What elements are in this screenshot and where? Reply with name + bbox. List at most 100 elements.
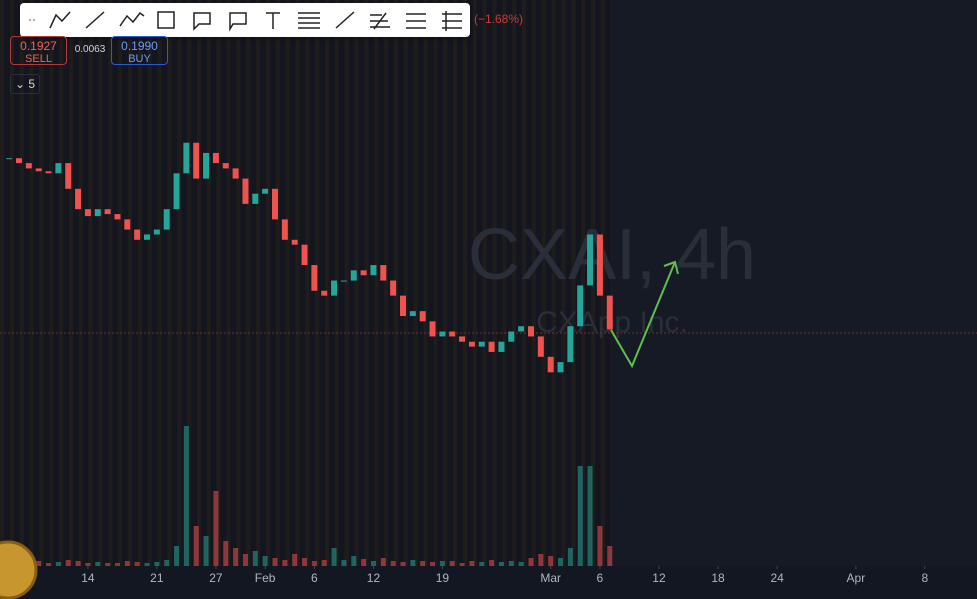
interval-selector[interactable]: ⌄ 5 bbox=[10, 74, 40, 94]
buy-button[interactable]: 0.1990 BUY bbox=[111, 36, 168, 65]
volume-bar bbox=[114, 563, 120, 566]
candle-body bbox=[55, 163, 62, 174]
candle-body bbox=[124, 219, 131, 230]
candle-body bbox=[567, 326, 574, 363]
x-tick-label: 6 bbox=[597, 571, 604, 585]
sell-label: SELL bbox=[25, 53, 52, 65]
candle-body bbox=[65, 163, 72, 189]
volume-bar bbox=[449, 561, 455, 566]
candle-body bbox=[281, 219, 288, 240]
x-tick-label: 12 bbox=[652, 571, 666, 585]
candle-body bbox=[6, 158, 13, 160]
candle-body bbox=[311, 265, 318, 291]
volume-bar bbox=[361, 559, 367, 566]
candle-body bbox=[252, 193, 259, 204]
candle-body bbox=[173, 173, 180, 210]
candle-body bbox=[399, 295, 406, 317]
tool-ray[interactable] bbox=[335, 11, 355, 29]
tool-channel[interactable] bbox=[370, 12, 390, 30]
candle-body bbox=[508, 331, 515, 342]
candle-body bbox=[25, 163, 32, 169]
candle-body bbox=[547, 356, 554, 373]
candle-body bbox=[94, 209, 101, 217]
x-tick-label: 12 bbox=[367, 571, 381, 585]
volume-bar bbox=[272, 558, 278, 566]
volume-bar bbox=[174, 546, 180, 566]
volume-bar bbox=[597, 526, 603, 566]
volume-bar bbox=[410, 560, 416, 566]
tool-ranges[interactable] bbox=[442, 11, 462, 31]
candle-body bbox=[84, 209, 91, 217]
volume-bar bbox=[439, 561, 445, 566]
volume-bar bbox=[183, 426, 189, 566]
x-tick-label: Apr bbox=[847, 571, 866, 585]
candle-body bbox=[409, 311, 416, 317]
candle-body bbox=[163, 209, 170, 230]
candle-body bbox=[134, 229, 141, 240]
candle-body bbox=[262, 188, 269, 194]
candle-body bbox=[301, 244, 308, 266]
tool-line[interactable] bbox=[85, 11, 105, 29]
sell-button[interactable]: 0.1927 SELL bbox=[10, 36, 67, 65]
x-tick-label: 19 bbox=[436, 571, 450, 585]
candle-body bbox=[16, 158, 23, 164]
volume-bar bbox=[558, 558, 564, 566]
volume-bar bbox=[341, 560, 347, 566]
candle-body bbox=[449, 331, 456, 337]
candle-body bbox=[390, 280, 397, 296]
tool-callout[interactable] bbox=[193, 12, 211, 31]
volume-bar bbox=[233, 548, 239, 566]
spread: 0.0063 bbox=[74, 44, 106, 55]
volume-bar bbox=[567, 548, 573, 566]
tool-path[interactable] bbox=[119, 11, 145, 27]
candle-body bbox=[271, 188, 278, 220]
buy-price: 0.1990 bbox=[121, 39, 158, 53]
candle-body bbox=[459, 336, 466, 342]
tool-rect[interactable] bbox=[157, 11, 175, 29]
volume-bar bbox=[134, 562, 140, 566]
volume-bar bbox=[46, 563, 52, 566]
volume-bar bbox=[459, 563, 465, 566]
candle-body bbox=[45, 171, 52, 174]
x-tick-label: Feb bbox=[255, 571, 276, 585]
volume-bar bbox=[36, 561, 42, 566]
candle-body bbox=[321, 290, 328, 296]
tool-note[interactable] bbox=[229, 12, 247, 32]
drawing-toolbar bbox=[20, 3, 470, 37]
candle-body bbox=[606, 295, 613, 330]
volume-bar bbox=[75, 561, 81, 566]
tool-fib[interactable] bbox=[298, 12, 320, 29]
volume-bar bbox=[528, 558, 534, 566]
arrow-head bbox=[663, 260, 679, 275]
tool-brush[interactable] bbox=[49, 11, 71, 29]
candle-body bbox=[498, 341, 505, 352]
candle-body bbox=[537, 336, 544, 357]
tool-levels[interactable] bbox=[406, 13, 426, 29]
candle-body bbox=[587, 234, 594, 286]
x-tick-label: 14 bbox=[81, 571, 95, 585]
candle-body bbox=[350, 270, 357, 281]
candle-body bbox=[222, 163, 229, 169]
volume-bar bbox=[390, 561, 396, 566]
volume-bar bbox=[164, 560, 170, 566]
volume-bar bbox=[144, 563, 150, 566]
candle-body bbox=[35, 168, 42, 172]
candle-body bbox=[153, 229, 160, 235]
candle-body bbox=[340, 280, 347, 282]
candle-body bbox=[419, 311, 426, 322]
candle-body bbox=[370, 265, 377, 276]
volume-bar bbox=[213, 491, 219, 566]
candle-body bbox=[212, 152, 219, 164]
volume-bar bbox=[95, 562, 101, 566]
volume-bar bbox=[105, 563, 111, 566]
volume-bar bbox=[154, 562, 160, 566]
candle-body bbox=[577, 285, 584, 327]
price-change: (−1.68%) bbox=[474, 12, 524, 26]
tool-text[interactable] bbox=[266, 12, 280, 29]
x-tick-label: 27 bbox=[209, 571, 223, 585]
candle-body bbox=[203, 152, 210, 179]
buy-label: BUY bbox=[128, 53, 151, 65]
x-tick-label: 6 bbox=[311, 571, 318, 585]
